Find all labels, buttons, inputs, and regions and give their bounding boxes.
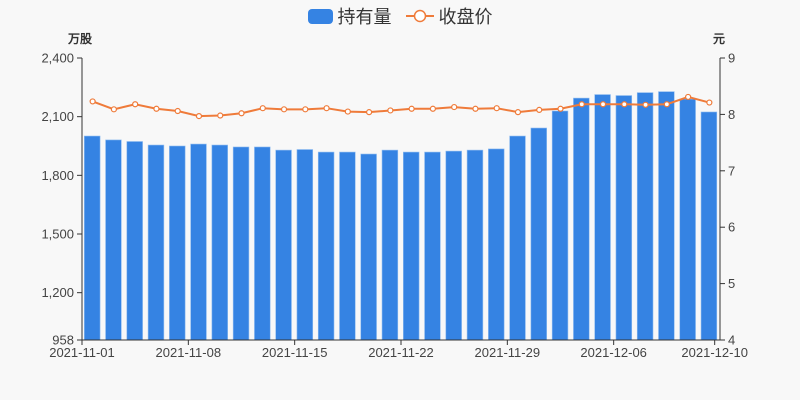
holdings-bar[interactable] xyxy=(700,111,718,341)
holdings-bar[interactable] xyxy=(424,151,441,341)
chart-legend: 持有量 收盘价 xyxy=(0,3,800,29)
right-axis-tick-label: 4 xyxy=(728,333,735,348)
holdings-bar[interactable] xyxy=(658,91,675,341)
holdings-bar[interactable] xyxy=(211,144,228,341)
right-axis-tick-label: 7 xyxy=(728,163,735,178)
right-axis-unit: 元 xyxy=(713,32,726,46)
left-axis-tick-label: 1,200 xyxy=(41,285,74,300)
holdings-bar[interactable] xyxy=(636,92,654,341)
close-price-point[interactable] xyxy=(706,99,713,106)
close-price-point[interactable] xyxy=(132,101,139,108)
close-price-point[interactable] xyxy=(217,112,224,119)
legend-label-holdings: 持有量 xyxy=(337,7,392,27)
close-price-point[interactable] xyxy=(238,110,245,117)
close-price-point[interactable] xyxy=(153,105,160,112)
x-axis-tick-label: 2021-11-15 xyxy=(262,345,328,360)
left-axis-tick-label: 958 xyxy=(52,333,74,348)
holdings-bar[interactable] xyxy=(105,139,122,341)
close-price-point[interactable] xyxy=(599,101,607,108)
holdings-bar[interactable] xyxy=(551,110,569,341)
legend-label-close-price: 收盘价 xyxy=(438,7,493,27)
holdings-bar[interactable] xyxy=(232,146,250,341)
holdings-bar[interactable] xyxy=(84,135,101,341)
holdings-bar[interactable] xyxy=(488,148,505,341)
left-axis-unit: 万股 xyxy=(68,32,93,46)
close-price-point[interactable] xyxy=(663,101,670,108)
x-axis-tick-label: 2021-11-01 xyxy=(49,345,115,360)
close-price-point[interactable] xyxy=(89,98,96,105)
x-axis-tick-label: 2021-11-22 xyxy=(368,345,434,360)
close-price-point[interactable] xyxy=(323,105,330,112)
holdings-bar[interactable] xyxy=(360,153,377,341)
left-axis-tick-label: 2,400 xyxy=(41,51,74,66)
close-price-point[interactable] xyxy=(387,107,394,114)
close-price-point[interactable] xyxy=(472,105,479,112)
legend-item-close-price[interactable]: 收盘价 xyxy=(405,3,493,29)
holdings-bar[interactable] xyxy=(402,151,420,341)
left-axis-tick-label: 2,100 xyxy=(41,109,74,124)
holdings-bar[interactable] xyxy=(254,146,271,341)
close-price-line xyxy=(89,93,713,120)
right-axis-tick-label: 8 xyxy=(728,107,735,122)
close-price-point[interactable] xyxy=(174,107,181,115)
close-price-point[interactable] xyxy=(110,106,118,113)
line-circle-swatch-icon xyxy=(405,9,434,23)
close-price-point[interactable] xyxy=(684,93,692,101)
bar-swatch-icon xyxy=(307,8,333,24)
left-axis-tick-label: 1,500 xyxy=(41,227,74,242)
holdings-bar[interactable] xyxy=(466,149,484,341)
holdings-bar[interactable] xyxy=(275,149,292,341)
right-axis-tick-label: 9 xyxy=(728,51,735,66)
x-axis-tick-label: 2021-12-06 xyxy=(580,345,647,360)
close-price-point[interactable] xyxy=(429,105,436,112)
holdings-bar[interactable] xyxy=(573,97,590,341)
close-price-point[interactable] xyxy=(195,112,203,120)
holdings-bar[interactable] xyxy=(147,144,165,341)
holdings-bar[interactable] xyxy=(594,94,611,341)
close-price-point[interactable] xyxy=(366,109,373,116)
left-axis-tick-label: 1,800 xyxy=(41,168,74,183)
close-price-point[interactable] xyxy=(408,105,415,112)
holdings-bar[interactable] xyxy=(509,135,526,341)
close-price-point[interactable] xyxy=(621,101,628,108)
close-price-point[interactable] xyxy=(642,101,649,108)
holdings-bar[interactable] xyxy=(190,143,207,341)
holdings-bar[interactable] xyxy=(445,150,462,341)
close-price-point[interactable] xyxy=(514,109,522,116)
close-price-point[interactable] xyxy=(578,101,585,108)
holdings-bars xyxy=(84,91,718,341)
axes: 958 1,200 1,500 1,800 2,100 2,400 4 5 6 7 8 9 2021-1… xyxy=(41,51,747,361)
close-price-point[interactable] xyxy=(259,105,266,112)
holdings-bar[interactable] xyxy=(126,141,143,341)
close-price-point[interactable] xyxy=(344,108,351,115)
holdings-bar[interactable] xyxy=(296,149,314,341)
holdings-bar[interactable] xyxy=(530,127,547,341)
close-price-point[interactable] xyxy=(536,106,543,113)
holdings-bar[interactable] xyxy=(339,151,356,341)
x-axis-tick-label: 2021-11-29 xyxy=(475,345,541,360)
right-axis-tick-label: 6 xyxy=(728,220,735,235)
close-price-point[interactable] xyxy=(280,106,288,113)
right-axis-tick-label: 5 xyxy=(728,276,735,291)
holdings-bar[interactable] xyxy=(169,145,186,341)
holdings-bar[interactable] xyxy=(381,149,399,341)
close-price-point[interactable] xyxy=(493,105,500,112)
x-axis-tick-label: 2021-11-08 xyxy=(156,345,222,360)
close-price-point[interactable] xyxy=(557,105,564,112)
holdings-bar[interactable] xyxy=(317,151,335,341)
holdings-bar[interactable] xyxy=(615,95,633,341)
legend-item-holdings[interactable]: 持有量 xyxy=(307,3,392,29)
close-price-point[interactable] xyxy=(302,106,309,113)
holdings-bar[interactable] xyxy=(679,98,696,341)
x-axis-tick-label: 2021-12-10 xyxy=(681,345,748,360)
close-price-point[interactable] xyxy=(451,103,458,111)
